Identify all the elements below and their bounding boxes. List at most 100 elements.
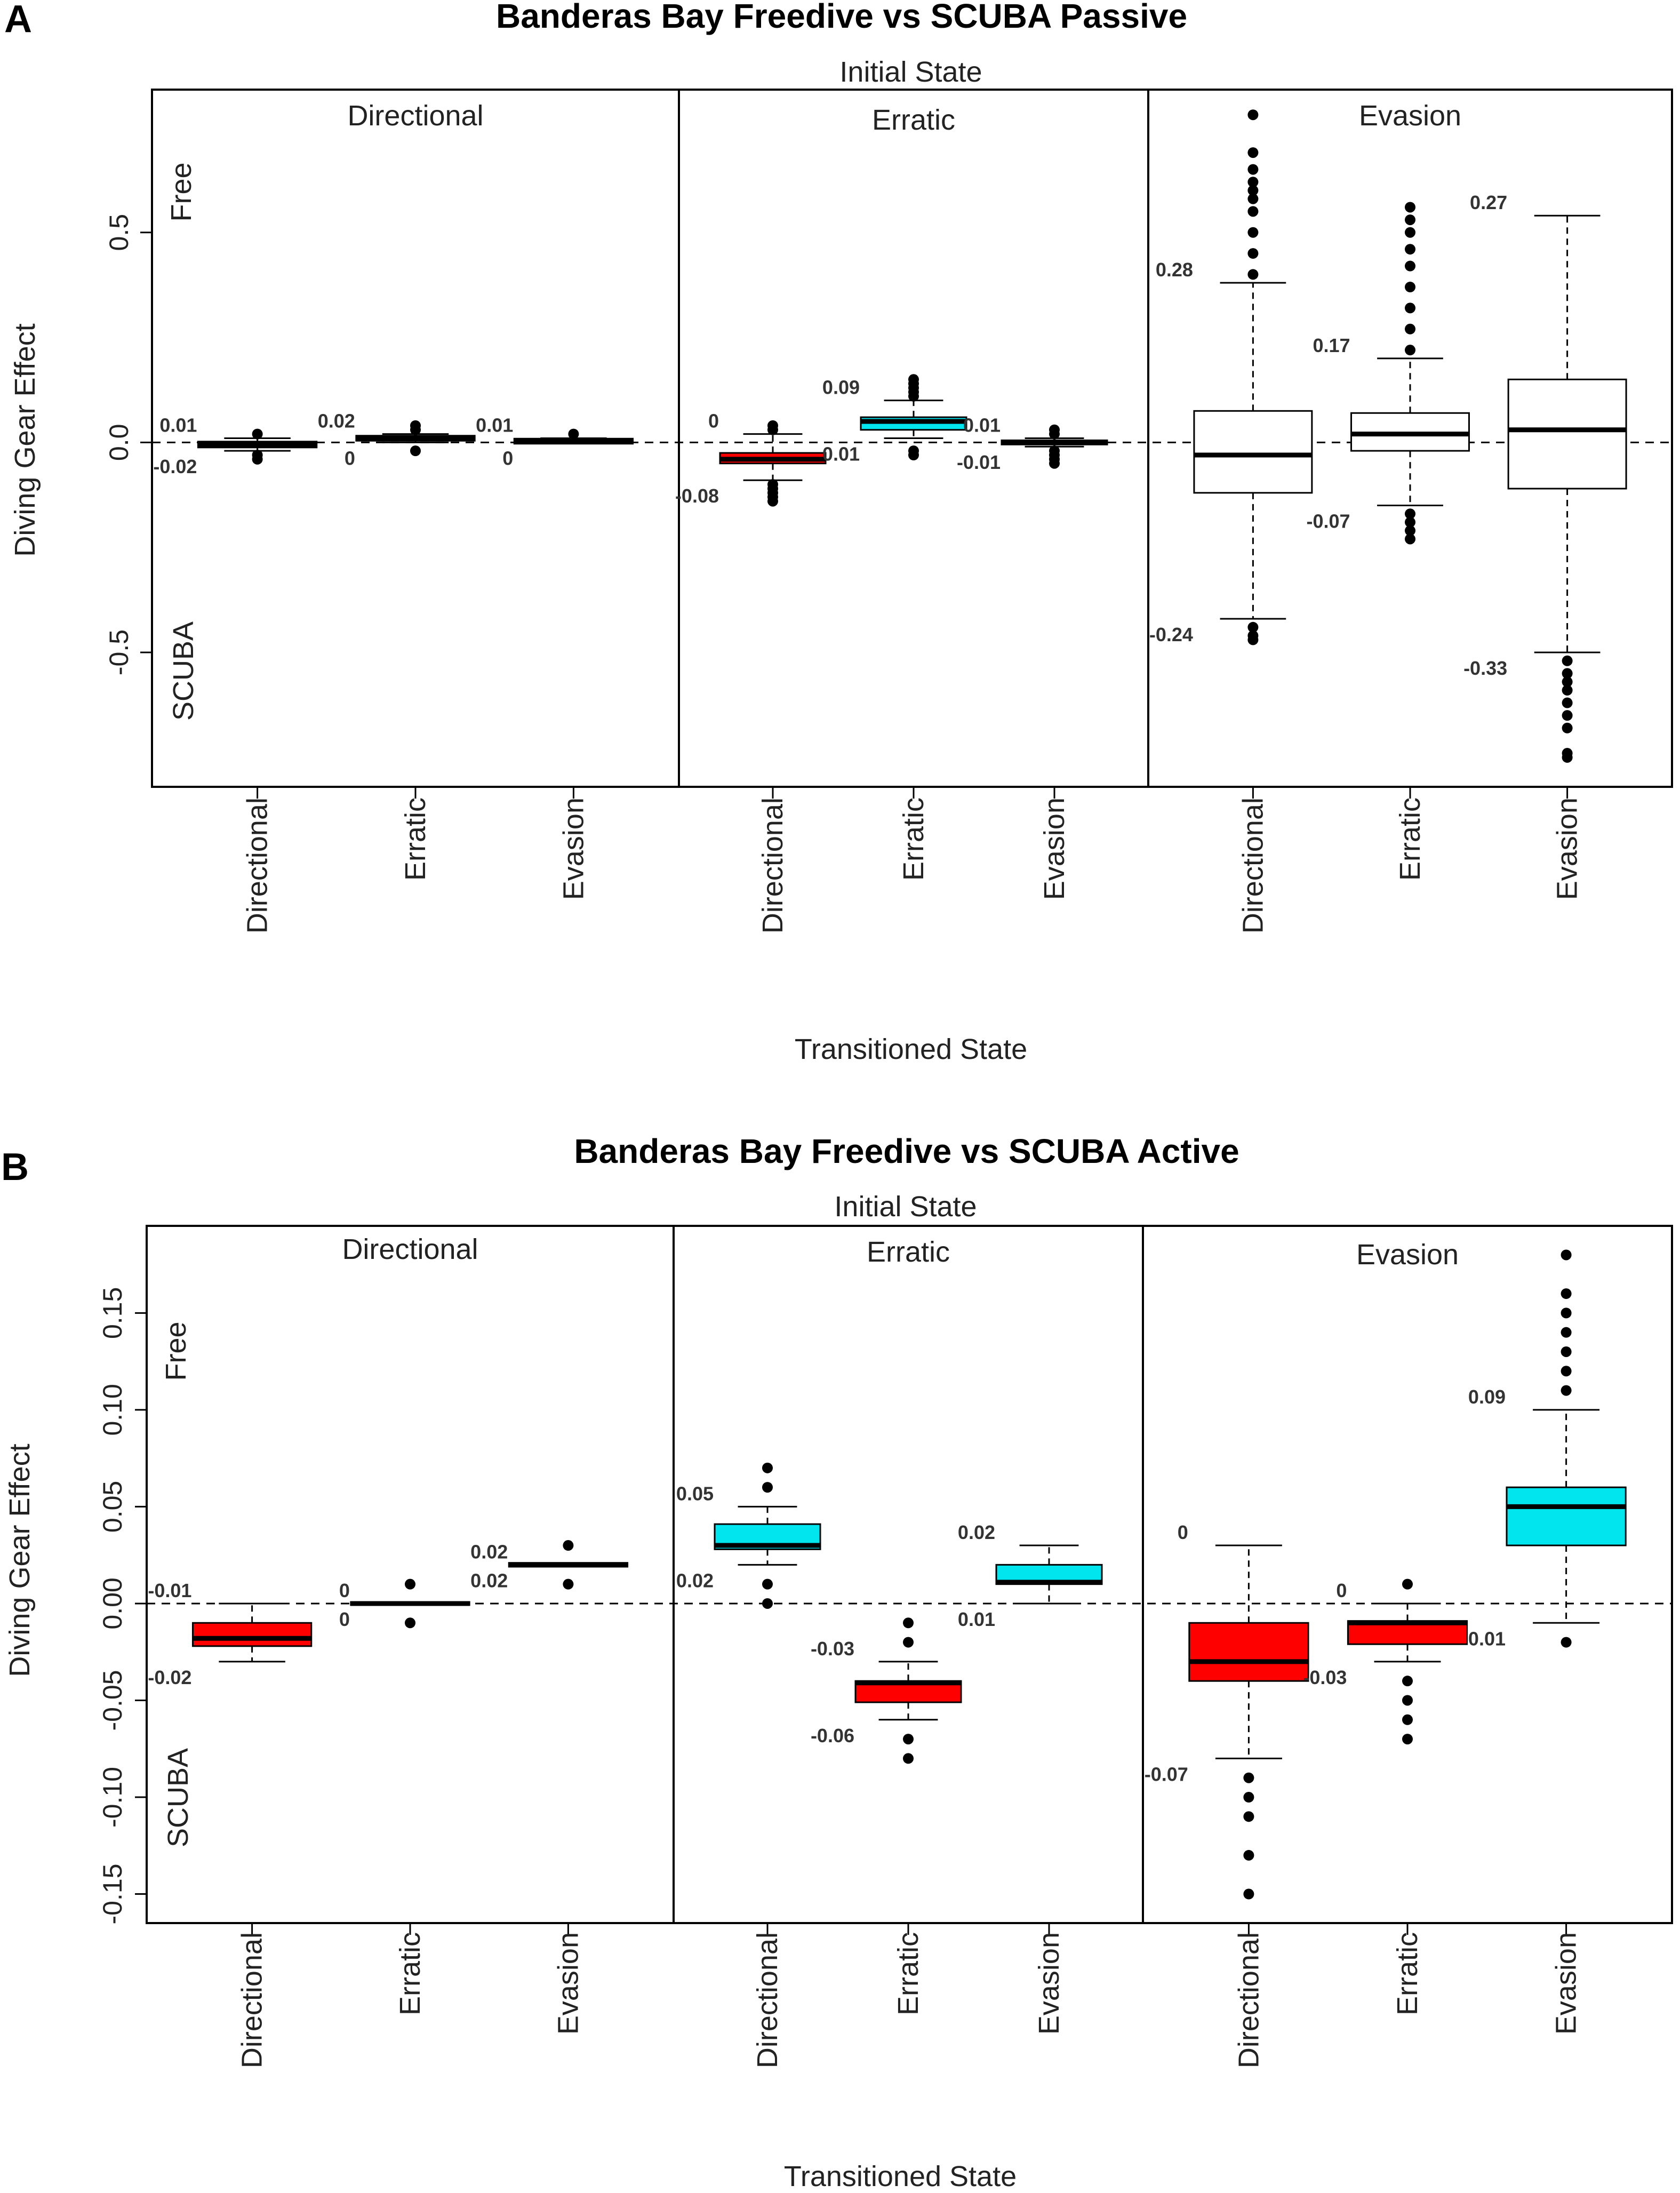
- outlier-point: [1247, 193, 1259, 204]
- box: [1188, 1622, 1309, 1682]
- outlier-point: [1562, 722, 1573, 733]
- whisker-label-lower: -0.08: [675, 485, 719, 507]
- whisker-label-lower: -0.02: [153, 456, 197, 477]
- outlier-point: [1243, 1772, 1254, 1783]
- outlier-point: [563, 1540, 574, 1551]
- outlier-point: [1562, 676, 1573, 688]
- whisker-label-upper: 0.02: [470, 1541, 508, 1562]
- panel-a-title: Banderas Bay Freedive vs SCUBA Passive: [496, 0, 1187, 35]
- panel-b-y-tick-label: -0.05: [98, 1670, 127, 1731]
- outlier-point: [762, 1462, 773, 1473]
- whisker-label-upper: 0.28: [1156, 259, 1193, 281]
- whisker-label-upper: 0.17: [1313, 334, 1350, 356]
- panel-a-facet-title: Evasion: [1359, 100, 1461, 132]
- panel-a-xlabel: Transitioned State: [795, 1033, 1027, 1065]
- whisker-label-upper: 0.01: [159, 414, 197, 436]
- outlier-point: [1405, 345, 1415, 356]
- outlier-point: [1247, 227, 1259, 238]
- panel-a-ylabel: Diving Gear Effect: [9, 323, 41, 556]
- outlier-point: [1405, 508, 1415, 520]
- panel-a-x-tick-label: Evasion: [557, 798, 589, 900]
- whisker-label-lower: -0.02: [148, 1666, 191, 1688]
- panel-b-plot-frame: [146, 1225, 1673, 1924]
- outlier-point: [1405, 533, 1415, 545]
- whisker-label-lower: -0.07: [1306, 510, 1350, 532]
- whisker-label-upper: 0.01: [476, 414, 513, 436]
- panel-b-x-tick-label: Evasion: [552, 1932, 584, 2035]
- box: [1506, 1486, 1627, 1546]
- outlier-point: [1247, 634, 1259, 645]
- whisker-label-lower: 0: [502, 447, 513, 469]
- panel-a-free-label: Free: [165, 162, 197, 221]
- outlier-point: [762, 1598, 773, 1609]
- box: [191, 1622, 313, 1647]
- whisker-label-lower: -0.24: [1149, 624, 1193, 645]
- panel-a-facet-title: Directional: [347, 100, 483, 132]
- panel-b-facet-title: Evasion: [1356, 1239, 1459, 1271]
- outlier-point: [1247, 177, 1259, 188]
- panel-b-x-tick-label: Erratic: [892, 1932, 924, 2015]
- outlier-point: [1561, 1249, 1572, 1261]
- outlier-point: [1562, 655, 1573, 666]
- whisker-label-upper: 0.02: [318, 410, 355, 432]
- whisker-label-lower: 0.01: [1468, 1628, 1506, 1649]
- outlier-point: [405, 1578, 415, 1590]
- panel-b-x-tick-label: Erratic: [1391, 1932, 1423, 2015]
- panel-b-x-tick-label: Directional: [751, 1932, 783, 2068]
- outlier-point: [1405, 260, 1415, 272]
- outlier-point: [405, 1617, 415, 1629]
- outlier-point: [1562, 684, 1573, 696]
- panel-a-x-tick-label: Directional: [757, 798, 789, 934]
- outlier-point: [1402, 1695, 1413, 1706]
- outlier-point: [1561, 1307, 1572, 1319]
- outlier-point: [1402, 1578, 1413, 1590]
- outlier-point: [1247, 269, 1259, 280]
- panel-a-x-tick-label: Erratic: [399, 798, 431, 881]
- outlier-point: [1243, 1849, 1254, 1861]
- panel-b-facet-title: Directional: [342, 1233, 478, 1265]
- whisker-label-lower: 0: [339, 1608, 350, 1630]
- outlier-point: [1405, 302, 1415, 314]
- panel-b-x-tick-label: Erratic: [394, 1932, 426, 2015]
- panel-b-facet-title: Erratic: [867, 1236, 950, 1268]
- panel-a-plot-frame: [151, 89, 1673, 788]
- whisker-label-lower: -0.01: [957, 451, 1001, 473]
- panel-b-letter: B: [1, 1146, 29, 1189]
- panel-b-x-tick-label: Evasion: [1033, 1932, 1065, 2035]
- outlier-point: [1562, 668, 1573, 679]
- outlier-point: [410, 424, 421, 435]
- outlier-point: [767, 420, 778, 431]
- panel-a-x-tick-label: Directional: [242, 798, 274, 934]
- outlier-point: [1049, 458, 1060, 469]
- panel-a-facet-header: Initial State: [839, 56, 982, 88]
- outlier-point: [908, 449, 919, 460]
- panel-a-x-tick-label: Directional: [1237, 798, 1269, 934]
- outlier-point: [1405, 202, 1415, 213]
- panel-b-facet-header: Initial State: [834, 1191, 977, 1223]
- outlier-point: [1562, 697, 1573, 708]
- whisker-label-lower: 0.02: [676, 1569, 714, 1591]
- outlier-point: [1243, 1888, 1254, 1900]
- whisker-label-upper: 0.05: [676, 1482, 714, 1504]
- outlier-point: [903, 1617, 914, 1629]
- whisker-label-upper: 0.02: [958, 1521, 995, 1543]
- outlier-point: [1405, 227, 1415, 238]
- panel-b-x-tick-label: Directional: [1233, 1932, 1265, 2068]
- outlier-point: [1247, 206, 1259, 217]
- outlier-point: [903, 1637, 914, 1648]
- whisker-label-upper: 0: [339, 1580, 350, 1601]
- outlier-point: [1561, 1366, 1572, 1377]
- outlier-point: [1405, 214, 1415, 226]
- panel-b-y-tick-label: -0.15: [98, 1864, 127, 1925]
- outlier-point: [1561, 1346, 1572, 1357]
- outlier-point: [1402, 1714, 1413, 1725]
- box: [1507, 378, 1627, 490]
- whisker-label-lower: 0.01: [958, 1608, 995, 1630]
- panel-b-scuba-label: SCUBA: [162, 1748, 194, 1847]
- outlier-point: [1561, 1327, 1572, 1338]
- panel-a-scuba-label: SCUBA: [167, 621, 199, 721]
- panel-b-xlabel: Transitioned State: [784, 2160, 1017, 2192]
- outlier-point: [1405, 516, 1415, 528]
- outlier-point: [1561, 1637, 1572, 1648]
- outlier-point: [1247, 164, 1259, 175]
